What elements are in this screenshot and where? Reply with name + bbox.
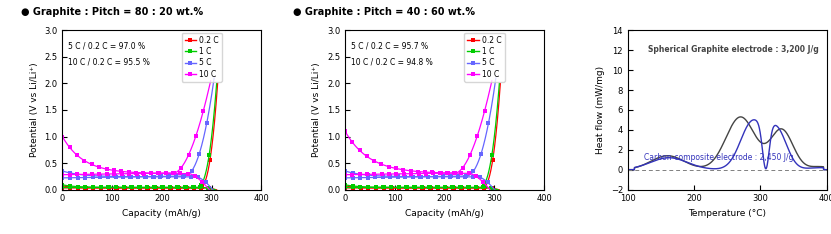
Text: 10 C / 0.2 C = 94.8 %: 10 C / 0.2 C = 94.8 % — [351, 58, 433, 66]
Text: Spherical Graphite electrode : 3,200 J/g: Spherical Graphite electrode : 3,200 J/g — [647, 45, 819, 54]
Text: 10 C / 0.2 C = 95.5 %: 10 C / 0.2 C = 95.5 % — [68, 58, 150, 66]
Y-axis label: Heat flow (mW/mg): Heat flow (mW/mg) — [596, 66, 605, 154]
X-axis label: Capacity (mAh/g): Capacity (mAh/g) — [122, 209, 201, 218]
Legend: 0.2 C, 1 C, 5 C, 10 C: 0.2 C, 1 C, 5 C, 10 C — [182, 33, 222, 82]
Y-axis label: Potential (V vs Li/Li⁺): Potential (V vs Li/Li⁺) — [30, 63, 39, 157]
X-axis label: Temperature (°C): Temperature (°C) — [688, 209, 766, 218]
Legend: 0.2 C, 1 C, 5 C, 10 C: 0.2 C, 1 C, 5 C, 10 C — [465, 33, 504, 82]
Y-axis label: Potential (V vs Li/Li⁺): Potential (V vs Li/Li⁺) — [312, 63, 322, 157]
Text: ● Graphite : Pitch = 80 : 20 wt.%: ● Graphite : Pitch = 80 : 20 wt.% — [21, 7, 204, 17]
Text: 5 C / 0.2 C = 97.0 %: 5 C / 0.2 C = 97.0 % — [68, 42, 145, 51]
Text: 5 C / 0.2 C = 95.7 %: 5 C / 0.2 C = 95.7 % — [351, 42, 428, 51]
Text: Carbon-composite electrode : 2,450 J/g: Carbon-composite electrode : 2,450 J/g — [644, 153, 793, 162]
Text: ● Graphite : Pitch = 40 : 60 wt.%: ● Graphite : Pitch = 40 : 60 wt.% — [293, 7, 475, 17]
X-axis label: Capacity (mAh/g): Capacity (mAh/g) — [406, 209, 484, 218]
